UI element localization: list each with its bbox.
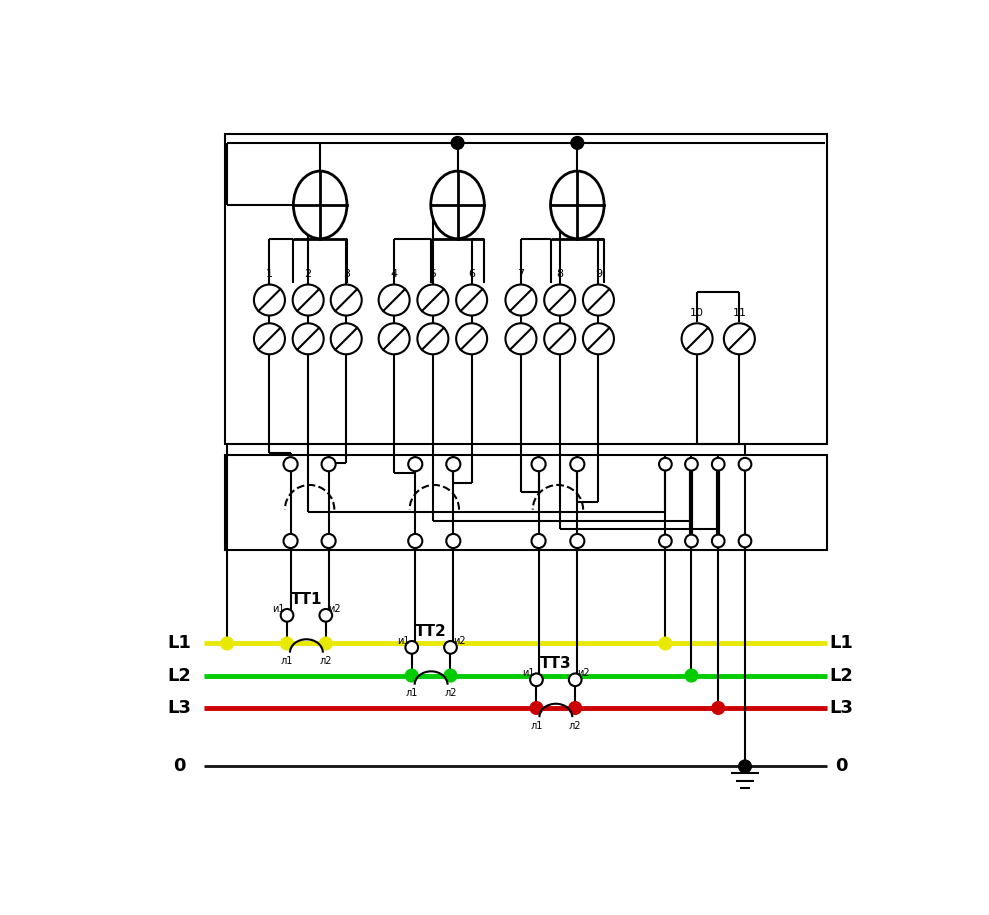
Circle shape — [531, 458, 546, 471]
Text: 1: 1 — [266, 269, 273, 279]
Text: 3: 3 — [343, 269, 350, 279]
Circle shape — [571, 136, 584, 149]
Text: 0: 0 — [173, 758, 186, 775]
Circle shape — [505, 285, 536, 316]
Circle shape — [254, 323, 285, 354]
Circle shape — [379, 285, 409, 316]
Ellipse shape — [431, 171, 485, 239]
Circle shape — [659, 458, 672, 470]
Text: 5: 5 — [429, 269, 436, 279]
Text: 6: 6 — [468, 269, 475, 279]
Circle shape — [405, 669, 418, 682]
Circle shape — [330, 285, 362, 316]
Bar — [225, 455, 828, 550]
Circle shape — [681, 323, 713, 354]
Circle shape — [446, 534, 460, 548]
Circle shape — [583, 285, 614, 316]
Text: л2: л2 — [444, 688, 457, 698]
Text: и1: и1 — [272, 604, 285, 614]
Circle shape — [321, 458, 335, 471]
Circle shape — [659, 534, 672, 547]
Circle shape — [444, 641, 457, 653]
Circle shape — [330, 323, 362, 354]
Text: ТТ3: ТТ3 — [540, 656, 572, 672]
Circle shape — [531, 534, 546, 548]
Text: 11: 11 — [733, 307, 747, 318]
Text: L3: L3 — [830, 699, 854, 717]
Text: и1: и1 — [522, 668, 534, 678]
Text: л1: л1 — [405, 688, 418, 698]
Text: и1: и1 — [397, 636, 409, 646]
Circle shape — [739, 458, 752, 470]
Text: 10: 10 — [690, 307, 704, 318]
Circle shape — [446, 458, 460, 471]
Circle shape — [444, 669, 457, 682]
Circle shape — [408, 458, 422, 471]
Text: 4: 4 — [391, 269, 398, 279]
Circle shape — [379, 323, 409, 354]
Circle shape — [571, 534, 584, 548]
Text: L1: L1 — [830, 634, 854, 652]
Circle shape — [685, 669, 698, 682]
Text: 9: 9 — [595, 269, 602, 279]
Circle shape — [739, 534, 752, 547]
Text: и2: и2 — [578, 668, 590, 678]
Text: 8: 8 — [556, 269, 564, 279]
Circle shape — [685, 458, 698, 470]
Ellipse shape — [551, 171, 604, 239]
Circle shape — [739, 760, 752, 773]
Circle shape — [456, 285, 488, 316]
Circle shape — [544, 323, 576, 354]
Text: 0: 0 — [836, 758, 848, 775]
Circle shape — [281, 609, 294, 621]
Text: л1: л1 — [281, 656, 293, 666]
Circle shape — [530, 702, 543, 715]
Circle shape — [451, 136, 464, 149]
Circle shape — [659, 637, 672, 650]
Text: L2: L2 — [830, 666, 854, 684]
Circle shape — [712, 702, 725, 715]
Text: L3: L3 — [167, 699, 191, 717]
Text: и2: и2 — [328, 604, 340, 614]
Circle shape — [254, 285, 285, 316]
Text: ТТ2: ТТ2 — [415, 624, 447, 639]
Circle shape — [544, 285, 576, 316]
Circle shape — [569, 673, 582, 686]
Text: л2: л2 — [569, 721, 582, 731]
Circle shape — [685, 534, 698, 547]
Circle shape — [221, 637, 233, 650]
Circle shape — [417, 323, 448, 354]
Circle shape — [456, 323, 488, 354]
Circle shape — [712, 458, 725, 470]
Circle shape — [569, 702, 582, 715]
Circle shape — [321, 534, 335, 548]
Text: L2: L2 — [167, 666, 191, 684]
Circle shape — [293, 285, 323, 316]
Circle shape — [417, 285, 448, 316]
Circle shape — [724, 323, 755, 354]
Circle shape — [530, 673, 543, 686]
Circle shape — [319, 637, 332, 650]
Circle shape — [284, 458, 298, 471]
Circle shape — [583, 323, 614, 354]
Circle shape — [293, 323, 323, 354]
Circle shape — [571, 458, 584, 471]
Circle shape — [319, 609, 332, 621]
Circle shape — [284, 534, 298, 548]
Text: л2: л2 — [319, 656, 332, 666]
Text: ТТ1: ТТ1 — [291, 592, 322, 607]
Text: л1: л1 — [530, 721, 543, 731]
Ellipse shape — [294, 171, 347, 239]
Circle shape — [712, 534, 725, 547]
Circle shape — [405, 641, 418, 653]
Circle shape — [505, 323, 536, 354]
Text: и2: и2 — [453, 636, 465, 646]
Text: L1: L1 — [167, 634, 191, 652]
Circle shape — [408, 534, 422, 548]
Circle shape — [281, 637, 294, 650]
Bar — [225, 135, 828, 445]
Text: 2: 2 — [305, 269, 312, 279]
Text: 7: 7 — [517, 269, 524, 279]
